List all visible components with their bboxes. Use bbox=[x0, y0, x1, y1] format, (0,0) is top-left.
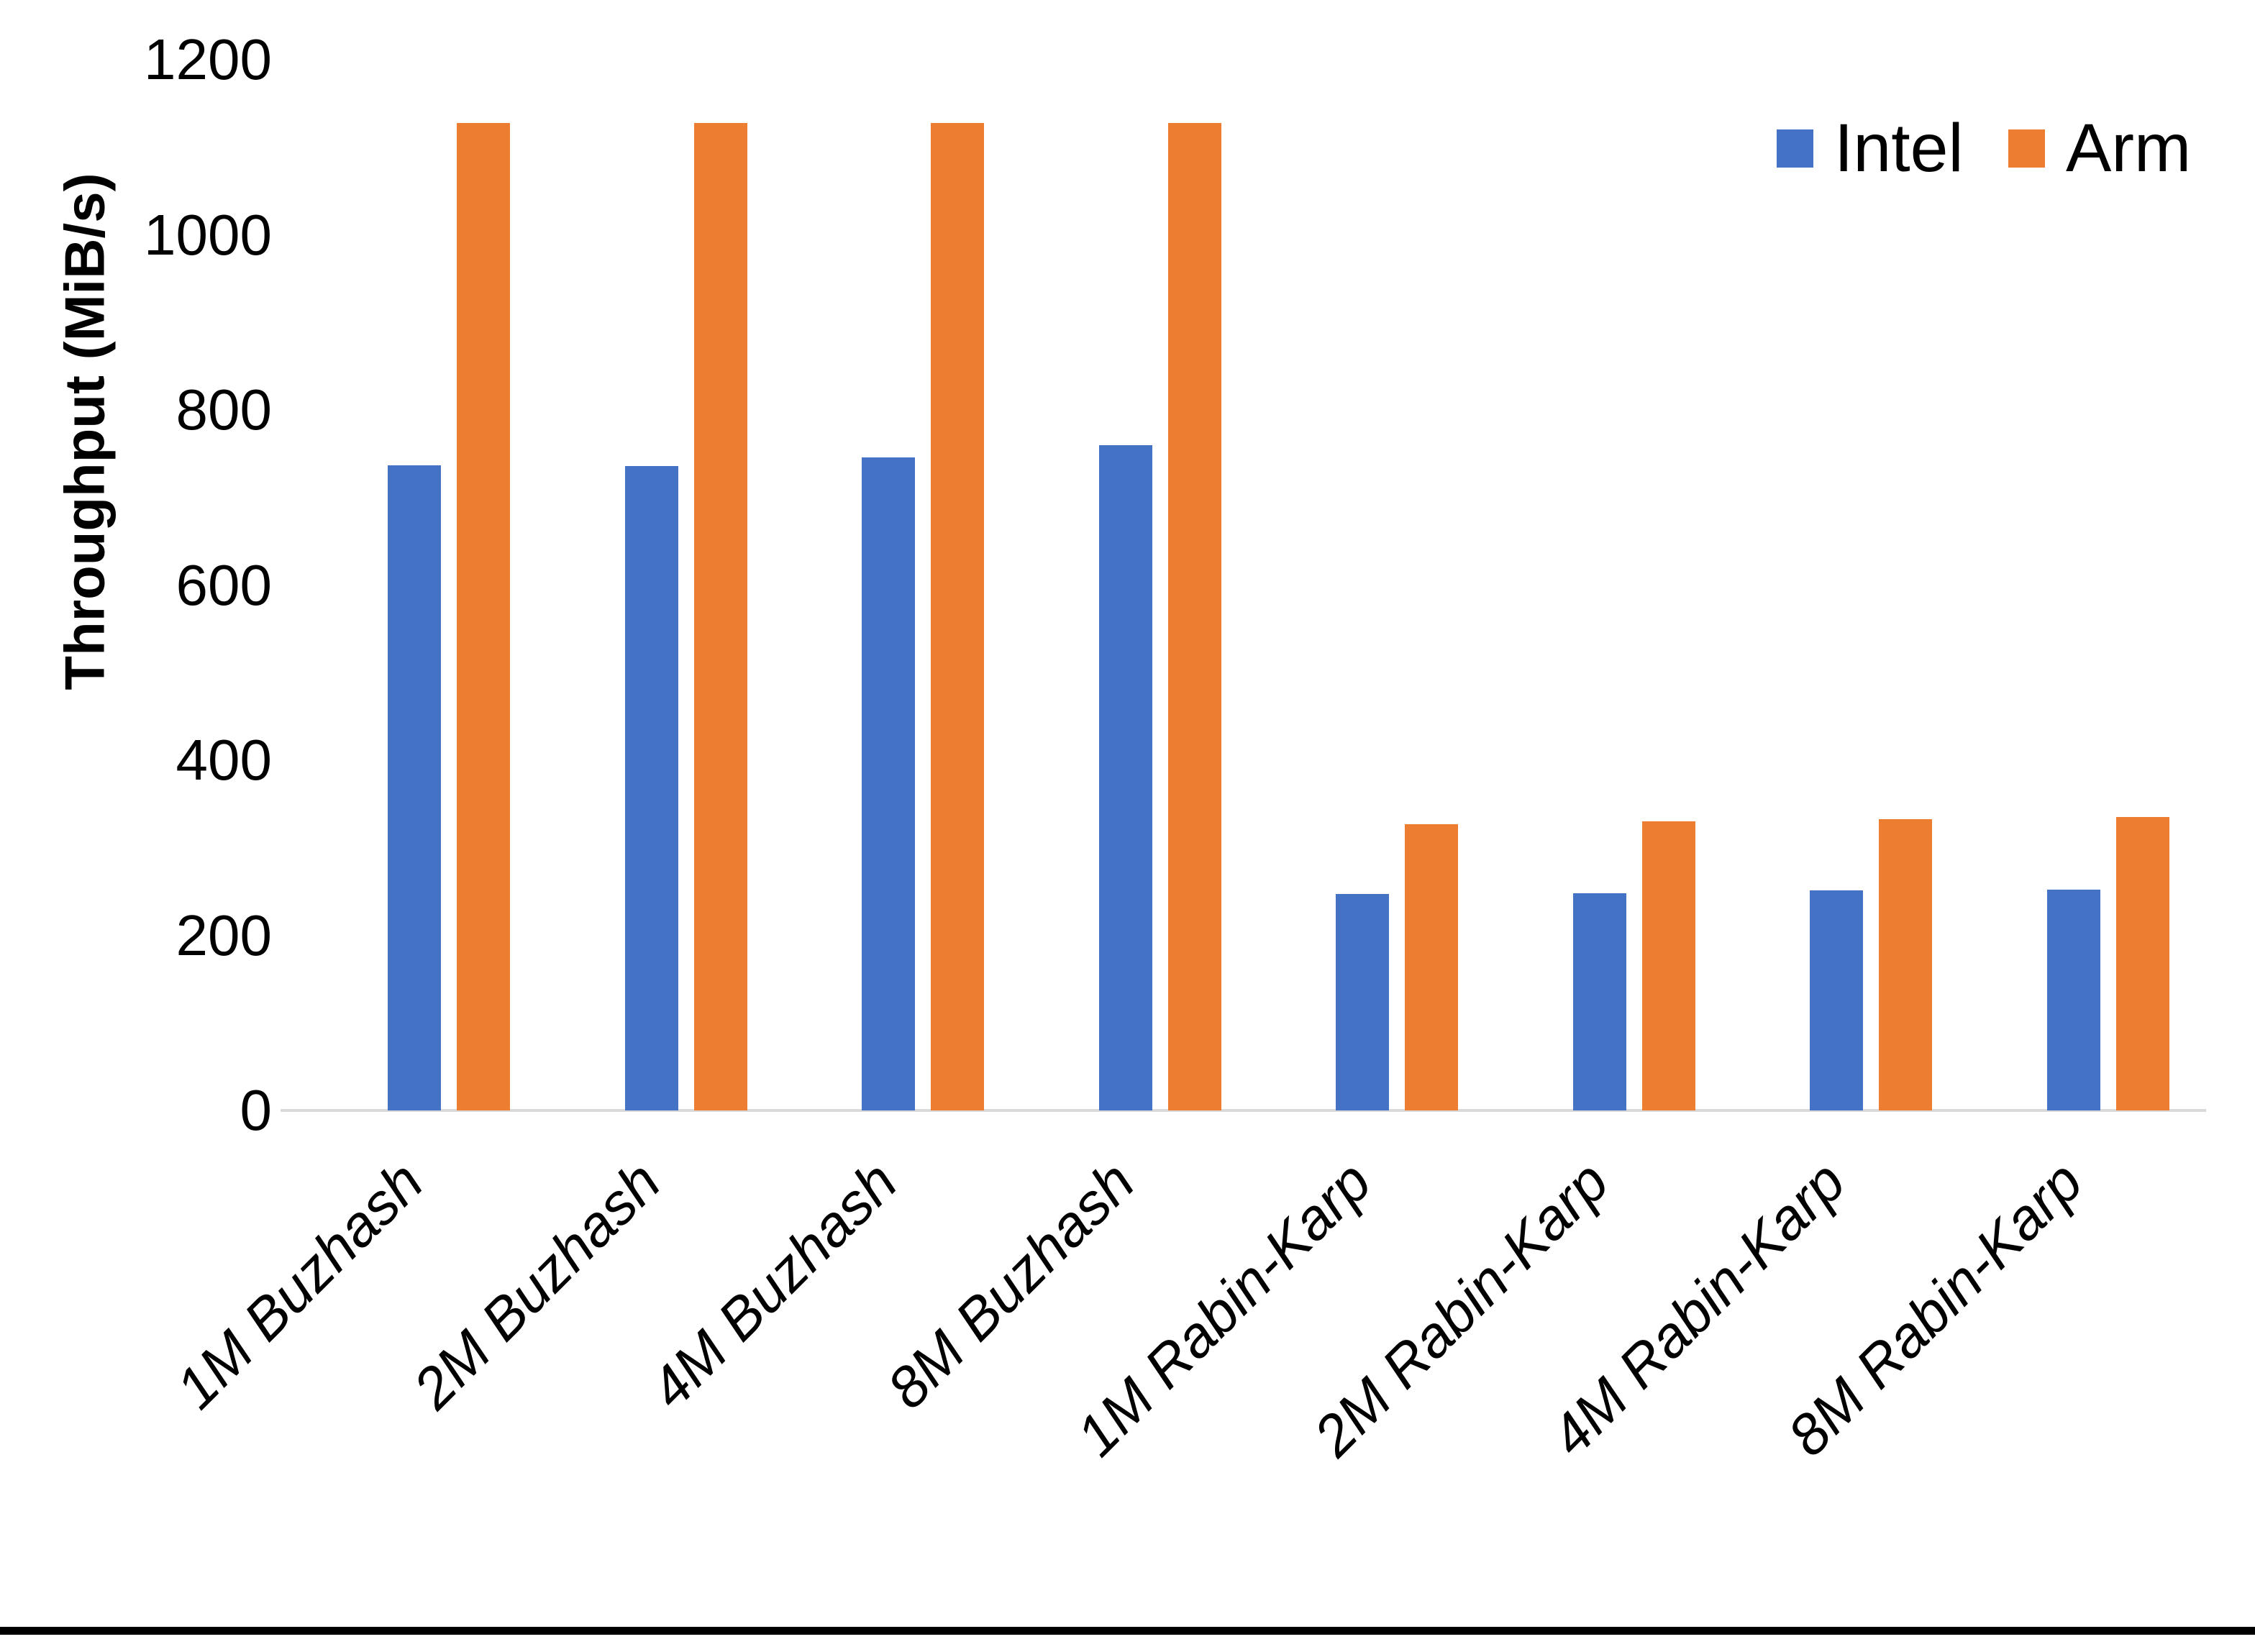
x-category-label-4m-rabin-karp: 4M Rabin-Karp bbox=[1538, 1149, 1857, 1469]
bar-intel-2m-buzhash bbox=[624, 466, 678, 1110]
y-tick-label-800: 800 bbox=[176, 378, 272, 442]
bar-intel-8m-rabin-karp bbox=[2046, 890, 2100, 1110]
x-category-label-8m-rabin-karp: 8M Rabin-Karp bbox=[1775, 1149, 2095, 1469]
bar-arm-1m-rabin-karp bbox=[1405, 824, 1458, 1110]
x-axis-line bbox=[281, 1109, 2206, 1112]
bar-arm-1m-buzhash bbox=[457, 123, 510, 1110]
bar-intel-2m-rabin-karp bbox=[1572, 893, 1626, 1110]
bar-arm-2m-buzhash bbox=[693, 123, 747, 1110]
bar-arm-4m-rabin-karp bbox=[1879, 819, 1932, 1110]
bar-arm-8m-buzhash bbox=[1167, 123, 1221, 1110]
bar-intel-4m-rabin-karp bbox=[1810, 890, 1863, 1110]
y-tick-label-1200: 1200 bbox=[144, 27, 272, 91]
bar-intel-1m-rabin-karp bbox=[1336, 894, 1389, 1110]
x-category-label-1m-rabin-karp: 1M Rabin-Karp bbox=[1064, 1149, 1383, 1469]
x-category-label-2m-buzhash: 2M Buzhash bbox=[400, 1149, 673, 1421]
bar-arm-4m-buzhash bbox=[931, 123, 984, 1110]
bar-intel-4m-buzhash bbox=[862, 457, 915, 1110]
bar-intel-8m-buzhash bbox=[1098, 445, 1152, 1110]
y-tick-label-400: 400 bbox=[176, 728, 272, 792]
y-tick-label-600: 600 bbox=[176, 552, 272, 617]
bar-arm-2m-rabin-karp bbox=[1641, 821, 1695, 1110]
y-tick-label-1000: 1000 bbox=[144, 202, 272, 267]
y-tick-label-200: 200 bbox=[176, 903, 272, 967]
bar-intel-1m-buzhash bbox=[388, 465, 441, 1110]
x-category-label-4m-buzhash: 4M Buzhash bbox=[637, 1149, 909, 1421]
x-category-label-8m-buzhash: 8M Buzhash bbox=[874, 1149, 1147, 1421]
y-tick-label-0: 0 bbox=[240, 1078, 273, 1142]
x-category-label-2m-rabin-karp: 2M Rabin-Karp bbox=[1300, 1149, 1621, 1469]
bottom-border bbox=[0, 1627, 2255, 1635]
bar-arm-8m-rabin-karp bbox=[2115, 817, 2169, 1110]
